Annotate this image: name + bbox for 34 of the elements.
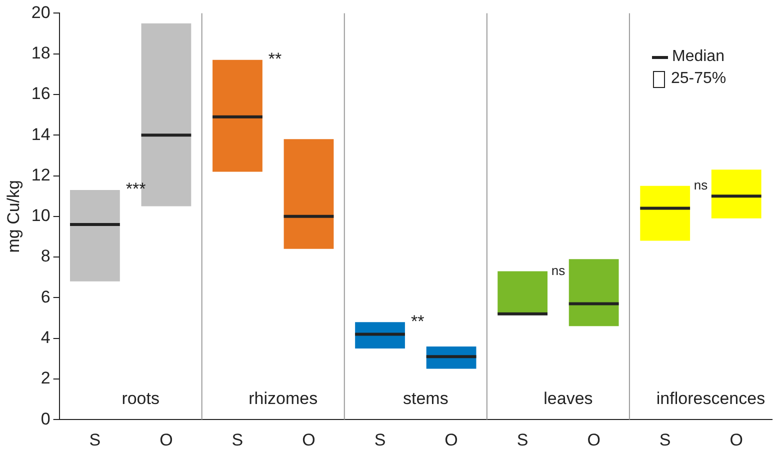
y-axis-title: mg Cu/kg [4,180,23,253]
y-tick-label: 18 [31,44,50,63]
annotation: inflorescences [656,388,766,408]
y-tick-label: 14 [31,124,50,144]
y-tick-label: 6 [40,287,50,306]
annotation: 25-75% [671,70,726,88]
annotation: rhizomes [248,388,318,408]
y-tick-label: 0 [40,409,50,428]
y-tick-label: 16 [31,84,50,104]
annotation: leaves [544,388,593,408]
x-tick-label: S [232,430,244,450]
x-tick-label: O [302,430,316,450]
annotation: stems [402,388,448,408]
annotation: Median [672,48,724,66]
x-tick-label: O [587,430,600,450]
y-tick-label: 8 [40,246,50,266]
x-tick-label: S [659,430,671,450]
annotation: roots [122,388,160,408]
annotation: ns [694,178,708,192]
x-tick-label: O [444,430,458,450]
annotation: ** [268,50,282,69]
y-tick-label: 12 [31,165,50,184]
annotation: ns [551,262,566,278]
y-tick-label: 2 [40,368,50,388]
x-tick-label: O [730,430,743,450]
y-tick-label: 4 [40,328,50,348]
x-tick-label: O [160,430,173,450]
annotation: ** [410,312,425,331]
x-tick-label: S [89,430,101,450]
y-tick-label: 10 [31,206,50,226]
y-tick-label: 20 [31,2,50,22]
x-tick-label: S [516,430,528,450]
x-tick-label: S [374,430,386,450]
annotation: *** [126,180,146,199]
